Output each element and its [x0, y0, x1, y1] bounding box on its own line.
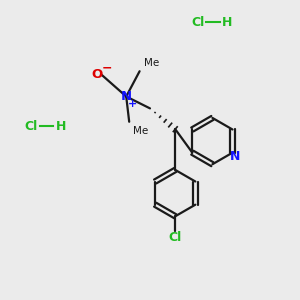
Text: H: H [56, 120, 66, 133]
Text: H: H [222, 16, 232, 29]
Text: Cl: Cl [191, 16, 204, 29]
Text: Cl: Cl [25, 120, 38, 133]
Text: Cl: Cl [169, 231, 182, 244]
Text: O: O [92, 68, 103, 81]
Text: Me: Me [133, 126, 148, 136]
Text: N: N [121, 90, 132, 103]
Text: −: − [102, 61, 112, 74]
Text: N: N [230, 150, 240, 163]
Text: +: + [128, 99, 137, 109]
Text: Me: Me [144, 58, 159, 68]
